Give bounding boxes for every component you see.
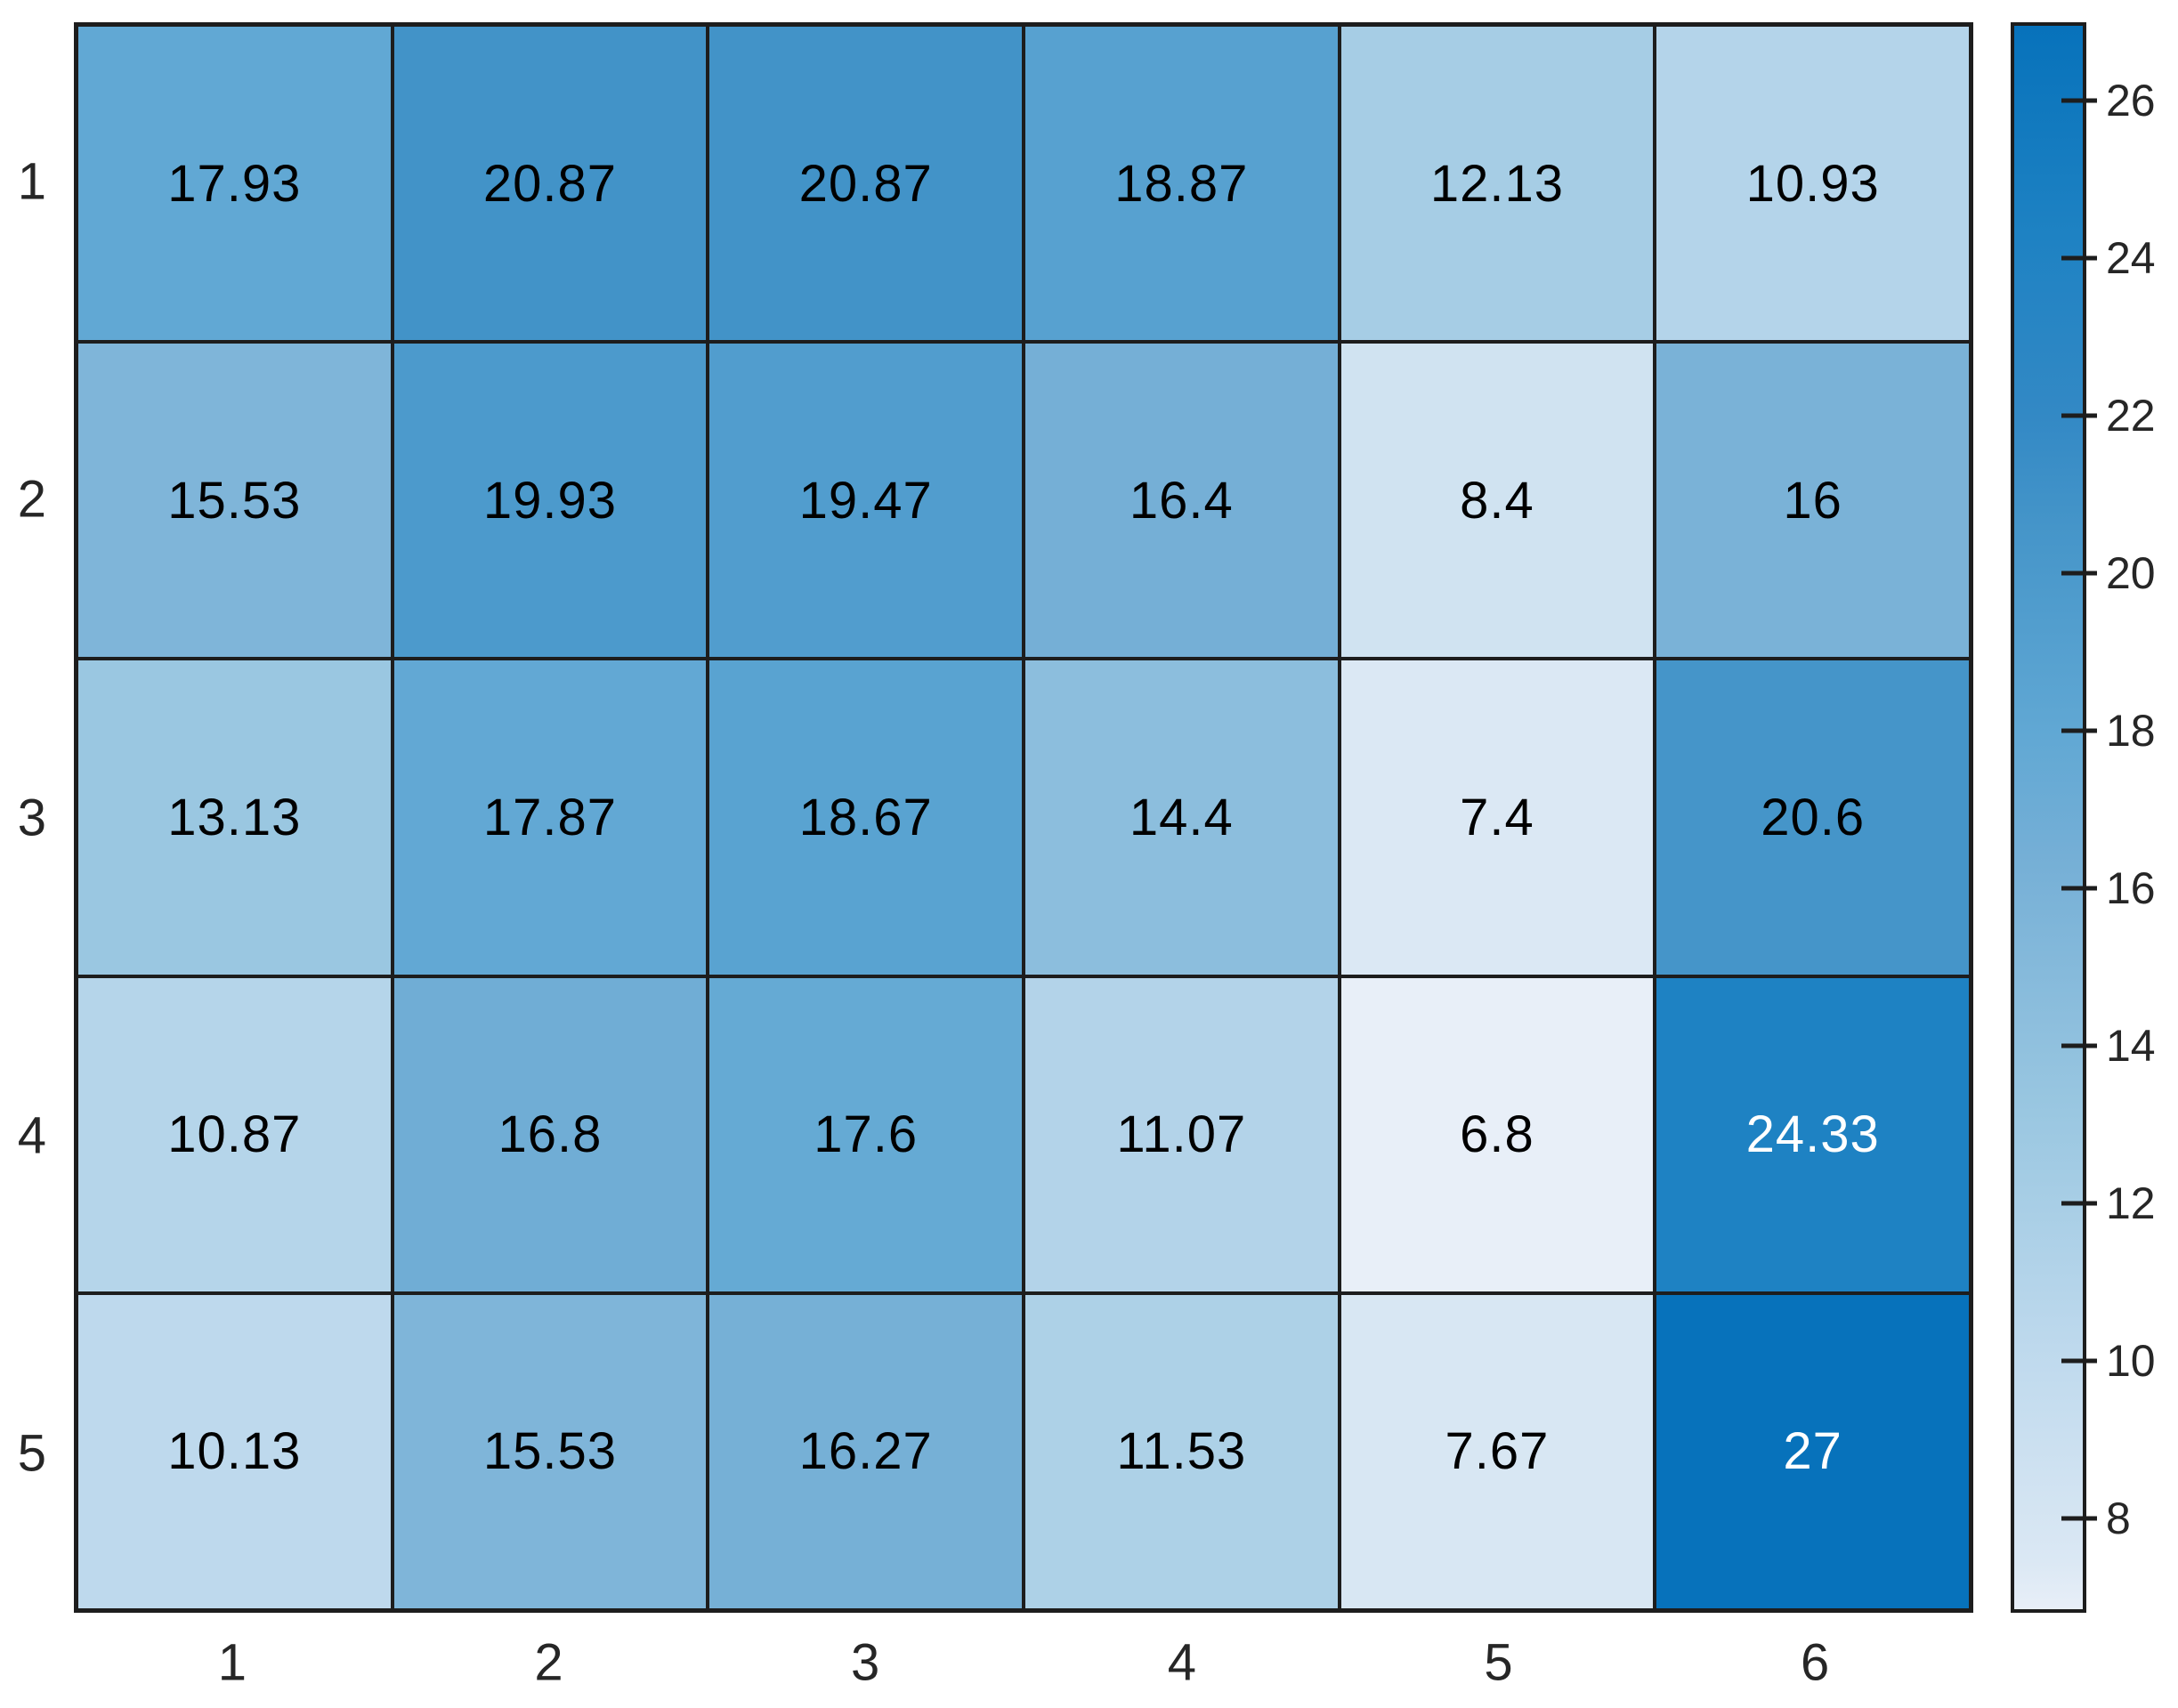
heatmap-grid: 17.93 20.87 20.87 18.87 12.13 10.93 15.53 19.93… xyxy=(74,22,1973,1613)
colorbar-tick-label: 26 xyxy=(2106,76,2156,126)
x-tick-label: 3 xyxy=(851,1633,880,1692)
heatmap-cell: 10.87 xyxy=(78,977,391,1291)
x-tick-label: 2 xyxy=(534,1633,563,1692)
heatmap-cell: 19.47 xyxy=(709,344,1022,658)
heatmap-cell: 13.13 xyxy=(78,660,391,975)
colorbar-tick-label: 22 xyxy=(2106,391,2156,441)
colorbar-tick xyxy=(2061,1516,2097,1521)
heatmap-cell: 17.87 xyxy=(393,660,707,975)
colorbar-tick xyxy=(2061,728,2097,733)
heatmap-cell: 24.33 xyxy=(1656,977,1969,1291)
y-tick-label: 5 xyxy=(17,1424,46,1483)
colorbar-tick-label: 24 xyxy=(2106,233,2156,284)
heatmap-cell: 7.67 xyxy=(1340,1294,1654,1608)
heatmap-cell: 16.4 xyxy=(1024,344,1338,658)
colorbar-tick xyxy=(2061,1043,2097,1048)
heatmap-cell: 16 xyxy=(1656,344,1969,658)
y-tick-label: 1 xyxy=(17,152,46,211)
heatmap-cell: 15.53 xyxy=(78,344,391,658)
y-tick-label: 4 xyxy=(17,1106,46,1165)
x-axis: 1 2 3 4 5 6 xyxy=(74,1620,1973,1705)
heatmap-cell: 20.87 xyxy=(709,27,1022,341)
colorbar-tick-label: 20 xyxy=(2106,548,2156,599)
y-axis: 1 2 3 4 5 xyxy=(0,22,46,1613)
colorbar: 26 24 22 20 18 16 14 12 10 8 xyxy=(2011,22,2178,1613)
colorbar-tick xyxy=(2061,571,2097,576)
colorbar-tick xyxy=(2061,413,2097,418)
y-tick-label: 3 xyxy=(17,789,46,846)
colorbar-tick xyxy=(2061,255,2097,261)
colorbar-tick-label: 8 xyxy=(2106,1493,2131,1543)
heatmap-cell: 20.6 xyxy=(1656,660,1969,975)
y-tick-label: 2 xyxy=(17,470,46,529)
heatmap-cell: 8.4 xyxy=(1340,344,1654,658)
colorbar-tick-label: 16 xyxy=(2106,863,2156,914)
colorbar-tick-label: 12 xyxy=(2106,1178,2156,1228)
colorbar-tick xyxy=(2061,886,2097,891)
heatmap-cell: 14.4 xyxy=(1024,660,1338,975)
heatmap-cell: 27 xyxy=(1656,1294,1969,1608)
colorbar-tick xyxy=(2061,1358,2097,1364)
x-tick-label: 5 xyxy=(1484,1633,1513,1692)
heatmap-cell: 11.07 xyxy=(1024,977,1338,1291)
heatmap-cell: 12.13 xyxy=(1340,27,1654,341)
heatmap-cell: 18.87 xyxy=(1024,27,1338,341)
heatmap-cell: 17.6 xyxy=(709,977,1022,1291)
heatmap-cell: 17.93 xyxy=(78,27,391,341)
x-tick-label: 4 xyxy=(1167,1633,1196,1692)
colorbar-tick xyxy=(2061,1201,2097,1206)
heatmap-cell: 16.8 xyxy=(393,977,707,1291)
heatmap-cell: 15.53 xyxy=(393,1294,707,1608)
heatmap-cell: 20.87 xyxy=(393,27,707,341)
heatmap-cell: 16.27 xyxy=(709,1294,1022,1608)
heatmap-cell: 6.8 xyxy=(1340,977,1654,1291)
colorbar-tick-label: 10 xyxy=(2106,1335,2156,1386)
heatmap-cell: 11.53 xyxy=(1024,1294,1338,1608)
heatmap-cell: 10.93 xyxy=(1656,27,1969,341)
colorbar-tick-label: 14 xyxy=(2106,1021,2156,1072)
colorbar-tick-label: 18 xyxy=(2106,706,2156,757)
heatmap-cell: 10.13 xyxy=(78,1294,391,1608)
heatmap-cell: 19.93 xyxy=(393,344,707,658)
heatmap-cell: 7.4 xyxy=(1340,660,1654,975)
x-tick-label: 1 xyxy=(217,1633,247,1692)
heatmap-cell: 18.67 xyxy=(709,660,1022,975)
colorbar-tick xyxy=(2061,98,2097,103)
x-tick-label: 6 xyxy=(1801,1633,1830,1692)
colorbar-gradient xyxy=(2011,22,2086,1613)
